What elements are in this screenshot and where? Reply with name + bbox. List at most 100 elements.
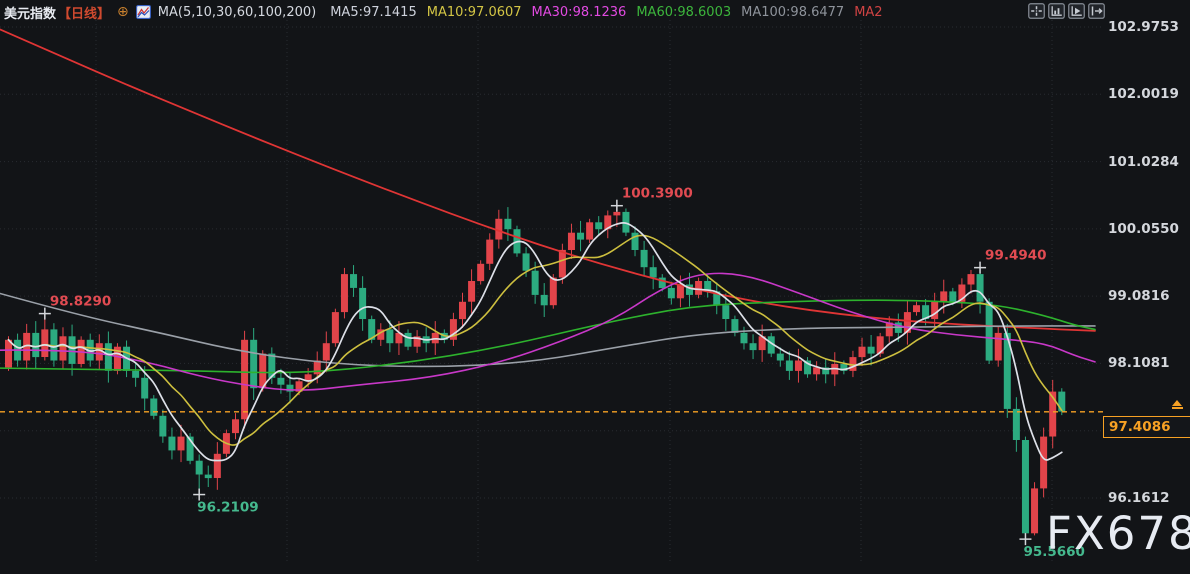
extreme-marker	[38, 307, 51, 320]
candlestick	[213, 442, 221, 490]
candlestick	[404, 329, 412, 351]
candlestick	[232, 413, 239, 440]
candlestick	[577, 220, 585, 252]
extreme-marker	[610, 199, 623, 212]
candlestick	[241, 330, 249, 429]
candlestick	[268, 347, 276, 384]
exit-panel-icon[interactable]	[1088, 3, 1105, 19]
crosshair-icon[interactable]	[1028, 3, 1045, 19]
ma-settings-label[interactable]: MA(5,10,30,60,100,200)	[157, 4, 317, 20]
candlestick	[386, 320, 394, 353]
candlestick	[340, 267, 348, 319]
ma-line-ma5	[7, 221, 1063, 462]
candlestick	[940, 279, 948, 314]
candlestick	[486, 233, 494, 270]
axis-price-label: 102.0019	[1108, 86, 1179, 103]
candlestick	[913, 301, 920, 316]
candlestick	[50, 323, 58, 367]
axis-price-label: 96.1612	[1108, 489, 1170, 506]
price-extreme-label: 96.2109	[197, 500, 259, 516]
axis-price-label: 102.9753	[1108, 19, 1179, 35]
candlestick	[540, 283, 548, 317]
candlestick	[204, 465, 212, 487]
candlestick	[740, 326, 748, 350]
candlestick	[150, 395, 158, 420]
ma-value-label: MA100:98.6477	[741, 4, 845, 20]
candlestick	[1049, 379, 1057, 449]
candlestick	[1040, 427, 1048, 498]
ma-line-ma100	[0, 292, 1096, 368]
candlestick	[595, 216, 603, 236]
candlestick	[749, 334, 757, 360]
price-extreme-label: 100.3900	[622, 186, 693, 202]
candlestick	[785, 351, 793, 380]
candlestick	[132, 361, 140, 387]
axis-price-label: 99.0816	[1108, 288, 1170, 305]
candlestick	[976, 267, 984, 314]
candlestick	[395, 321, 403, 355]
candlestick	[86, 333, 94, 367]
candlestick	[195, 454, 203, 495]
candlestick	[903, 300, 911, 345]
candlestick	[586, 218, 594, 243]
candlestick	[159, 409, 167, 443]
candlestick	[640, 240, 648, 277]
ma-line-ma200	[0, 28, 1096, 332]
price-extreme-label: 99.4940	[985, 248, 1047, 264]
add-indicator-icon[interactable]: ⊕	[117, 4, 129, 20]
candlestick	[731, 315, 739, 337]
candlestick	[858, 337, 866, 367]
candlestick	[1021, 436, 1029, 540]
price-anchor-icon[interactable]	[1171, 399, 1183, 409]
candlestick	[504, 207, 512, 241]
price-scale-icon[interactable]	[1048, 3, 1065, 19]
candlestick	[23, 323, 31, 370]
candlestick	[495, 209, 503, 249]
extreme-marker	[974, 261, 987, 274]
chart-header: 美元指数 【日线】 ⊕ MA(5,10,30,60,100,200) MA5:9…	[4, 3, 883, 22]
candlestick	[531, 261, 539, 304]
candlestick	[985, 298, 993, 364]
candlestick	[722, 293, 730, 331]
candlestick	[885, 316, 893, 343]
symbol-title: 美元指数	[4, 6, 57, 22]
candlestick	[68, 324, 76, 376]
candlestick	[767, 332, 775, 358]
candlestick	[377, 323, 385, 346]
ma-value-label: MA30:98.1236	[531, 4, 627, 20]
axis-price-label: 100.0550	[1108, 220, 1179, 237]
ma-line-ma30	[0, 272, 1096, 391]
extreme-marker	[1019, 533, 1032, 546]
candlestick	[104, 331, 112, 383]
candlestick	[804, 357, 812, 378]
candlestick	[867, 335, 875, 366]
candlestick	[658, 274, 666, 292]
chart-type-icon[interactable]	[135, 5, 151, 19]
candlestick	[567, 223, 575, 259]
candlestick	[459, 292, 466, 328]
candlestick	[350, 265, 358, 297]
watermark: FX678	[1046, 507, 1190, 560]
ma-value-label: MA2	[854, 4, 883, 20]
candlestick	[468, 269, 476, 314]
candlestick	[922, 299, 930, 326]
ma-value-label: MA10:97.0607	[426, 4, 522, 20]
time-scale-play-icon[interactable]	[1068, 3, 1085, 19]
current-price-tag: 97.4086	[1103, 415, 1190, 438]
ma-value-label: MA60:98.6003	[636, 4, 732, 20]
extreme-marker	[193, 488, 206, 501]
candlestick	[41, 313, 49, 361]
candlestick	[558, 243, 566, 284]
period-label[interactable]: 【日线】	[58, 6, 111, 22]
axis-price-label: 101.0284	[1108, 153, 1179, 170]
axis-price-label: 98.1081	[1108, 355, 1170, 372]
candlestick	[631, 226, 639, 257]
candlestick	[5, 336, 12, 371]
candlestick	[32, 321, 40, 369]
candlestick	[250, 328, 258, 400]
price-extreme-label: 98.8290	[50, 294, 112, 310]
ma-line-ma60	[0, 299, 1096, 374]
current-price-value: 97.4086	[1109, 418, 1171, 435]
